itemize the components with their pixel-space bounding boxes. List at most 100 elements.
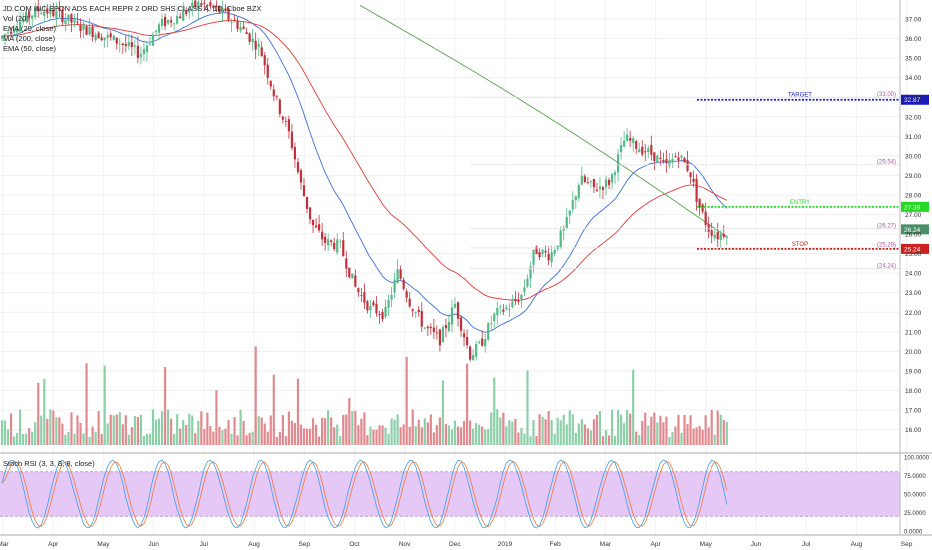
candle-body xyxy=(698,198,701,208)
candle-body xyxy=(221,8,224,14)
candle-body xyxy=(339,241,342,242)
candle-body xyxy=(447,321,451,332)
candle-body xyxy=(257,43,260,48)
candle-body xyxy=(423,327,426,329)
volume-bar xyxy=(351,410,354,445)
candle-body xyxy=(278,99,281,114)
volume-bars xyxy=(0,346,728,445)
volume-bar xyxy=(333,427,336,445)
candle-body xyxy=(139,54,143,57)
candle-body xyxy=(314,225,318,228)
volume-bar xyxy=(157,418,161,445)
candle-body xyxy=(384,306,387,317)
volume-bar xyxy=(535,435,538,445)
volume-bar xyxy=(405,356,408,445)
volume-bar xyxy=(327,410,330,445)
y-tick-label: 21.00 xyxy=(905,329,922,336)
candle-body xyxy=(475,344,478,357)
volume-bar xyxy=(595,414,599,445)
stoch-d-line xyxy=(1,460,728,528)
grid xyxy=(0,0,908,535)
candle-body xyxy=(284,120,287,122)
volume-bar xyxy=(710,409,713,445)
volume-bar xyxy=(200,411,203,445)
candle-body xyxy=(429,326,432,329)
candle-body xyxy=(402,279,405,289)
volume-bar xyxy=(133,416,136,445)
fib-level-label: (24.24) xyxy=(877,263,896,269)
candle-body xyxy=(420,311,423,327)
volume-bar xyxy=(641,420,644,445)
y-tick-label: 26.00 xyxy=(905,232,922,239)
volume-bar xyxy=(647,425,650,445)
candle-body xyxy=(330,240,333,242)
candle-body xyxy=(505,307,508,310)
level-price-tag xyxy=(901,243,929,254)
x-tick-label: Mar xyxy=(0,541,9,548)
candle-body xyxy=(299,170,303,183)
volume-bar xyxy=(61,423,64,445)
volume-bar xyxy=(139,414,143,445)
volume-bar xyxy=(293,423,297,445)
volume-bar xyxy=(148,433,152,445)
candle-body xyxy=(632,138,635,143)
candle-body xyxy=(281,116,284,120)
volume-bar xyxy=(170,418,173,445)
volume-bar xyxy=(502,412,505,445)
volume-bar xyxy=(275,436,278,445)
candle-body xyxy=(88,26,91,35)
candle-body xyxy=(680,155,683,158)
ema20-line xyxy=(1,12,728,333)
fib-level-label: (26.27) xyxy=(877,224,896,230)
volume-bar xyxy=(384,427,387,445)
volume-bar xyxy=(173,433,176,445)
candle-body xyxy=(269,81,272,87)
candle-body xyxy=(260,47,263,57)
fib-level-label: (29.54) xyxy=(877,160,896,166)
last-price-tag xyxy=(901,224,929,235)
volume-bar xyxy=(239,409,242,445)
volume-bar xyxy=(375,429,378,445)
volume-bar xyxy=(230,433,233,445)
candle-body xyxy=(151,34,155,46)
y-tick-label: 28.00 xyxy=(905,192,922,199)
candle-body xyxy=(435,332,438,334)
level-price-value: 27.39 xyxy=(904,204,921,211)
volume-bar xyxy=(127,434,130,445)
candle-body xyxy=(22,18,25,23)
candle-body xyxy=(411,309,414,312)
candle-body xyxy=(73,19,76,23)
volume-bar xyxy=(420,427,423,445)
volume-bar xyxy=(381,425,384,445)
candle-body xyxy=(19,21,22,32)
volume-bar xyxy=(302,428,306,445)
volume-bar xyxy=(423,418,426,445)
candle-body xyxy=(571,200,574,210)
volume-bar xyxy=(387,433,390,445)
candle-body xyxy=(55,10,58,18)
candle-body xyxy=(465,336,469,346)
volume-bar xyxy=(725,421,728,445)
volume-bar xyxy=(716,410,719,445)
candle-body xyxy=(616,154,620,173)
candle-body xyxy=(671,158,674,163)
volume-bar xyxy=(701,429,704,445)
candle-body xyxy=(650,144,653,155)
candle-body xyxy=(203,2,206,4)
candle-body xyxy=(725,236,728,238)
volume-bar xyxy=(620,414,623,445)
x-tick-label: May xyxy=(97,541,110,548)
volume-bar xyxy=(58,417,61,445)
candle-body xyxy=(248,33,251,42)
volume-bar xyxy=(571,414,574,445)
candle-body xyxy=(321,231,324,240)
volume-bar xyxy=(37,382,40,445)
candle-body xyxy=(170,20,173,23)
candle-body xyxy=(469,346,472,360)
symbol-title: JD.COM INC SPON ADS EACH REPR 2 ORD SHS … xyxy=(3,4,262,13)
candle-body xyxy=(224,8,227,12)
volume-bar xyxy=(465,363,469,445)
candle-body xyxy=(414,312,417,313)
